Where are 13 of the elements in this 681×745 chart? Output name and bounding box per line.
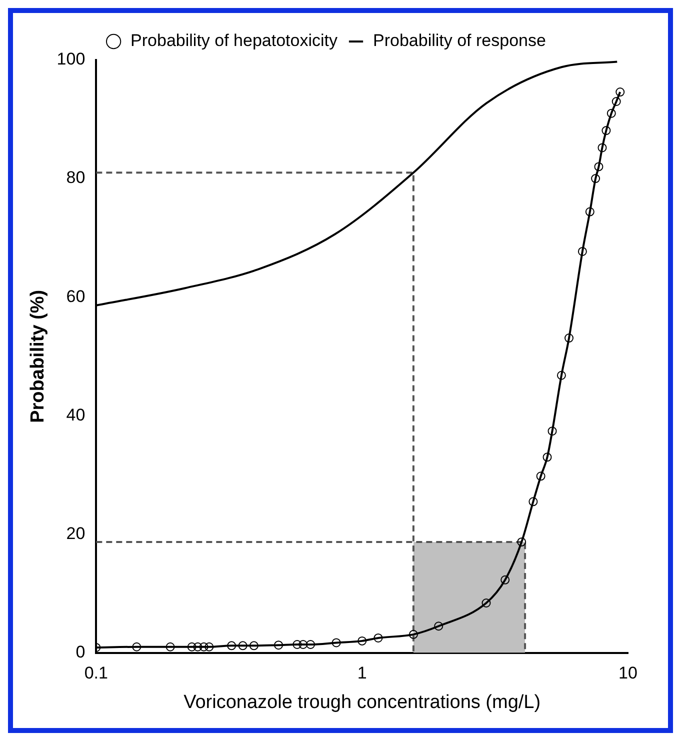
y-axis-title: Probability (%)	[28, 290, 49, 423]
y-tick-label: 100	[56, 50, 86, 69]
y-tick-label: 0	[76, 642, 86, 662]
x-axis-title: Voriconazole trough concentrations (mg/L)	[184, 692, 541, 713]
x-tick-label: 10	[618, 664, 638, 683]
y-tick-label: 80	[66, 168, 86, 188]
y-tick-label: 40	[66, 405, 86, 424]
x-tick-label: 0.1	[84, 664, 108, 683]
y-tick-label: 60	[66, 286, 86, 306]
x-tick-label: 1	[357, 664, 367, 683]
y-tick-label: 20	[66, 524, 86, 543]
legend-label: Probability of response	[373, 31, 546, 50]
legend-label: Probability of hepatotoxicity	[130, 31, 338, 50]
